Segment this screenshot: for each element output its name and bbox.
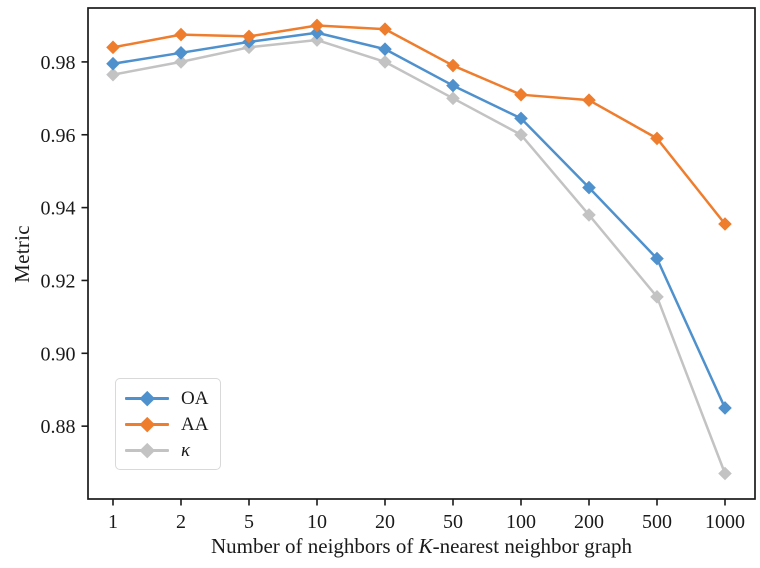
series-marker-AA	[242, 29, 256, 44]
series-marker-AA	[378, 22, 392, 36]
x-tick-label: 2	[176, 511, 186, 533]
x-axis-label: Number of neighbors of K-nearest neighbo…	[88, 534, 755, 559]
series-marker-OA	[378, 42, 392, 56]
series-line-AA	[111, 24, 727, 226]
x-tick-label: 100	[506, 511, 536, 533]
x-tick-label: 200	[574, 511, 604, 533]
legend-item-kappa: κ	[125, 438, 220, 462]
y-tick-label: 0.92	[41, 270, 76, 292]
y-tick-label: 0.88	[41, 416, 76, 438]
y-tick-label: 0.96	[41, 125, 76, 147]
x-axis-label-suffix: -nearest neighbor graph	[432, 534, 633, 558]
x-axis-label-k-italic: K	[418, 534, 433, 558]
series-marker-AA	[106, 40, 120, 55]
series-marker-OA	[174, 46, 188, 60]
series-marker-AA	[174, 27, 188, 42]
diamond-marker-icon	[139, 390, 155, 406]
diamond-marker-icon	[139, 416, 155, 432]
legend-item-oa: OA	[125, 386, 220, 410]
series-line-κ	[111, 38, 727, 475]
series-line-OA	[111, 31, 727, 410]
x-tick-label: 5	[244, 511, 254, 533]
legend: OA AA κ	[115, 378, 221, 470]
series-marker-κ	[310, 33, 324, 47]
y-tick-label: 0.90	[41, 343, 76, 365]
series-marker-OA	[310, 25, 324, 40]
legend-sample-oa	[125, 390, 169, 406]
legend-label-oa: OA	[181, 387, 209, 409]
legend-sample-kappa	[125, 442, 169, 458]
x-tick-label: 500	[642, 511, 672, 533]
series-marker-κ	[718, 466, 732, 481]
series-marker-OA	[650, 251, 664, 266]
x-axis-label-prefix: Number of neighbors of	[210, 534, 419, 558]
plot-border	[87, 7, 756, 500]
series-marker-OA	[582, 180, 596, 195]
x-tick-label: 1000	[705, 511, 745, 533]
x-tick-label: 10	[307, 511, 327, 533]
series-marker-AA	[310, 18, 324, 33]
legend-sample-aa	[125, 416, 169, 432]
series-marker-OA	[106, 56, 120, 71]
series-marker-AA	[582, 93, 596, 107]
legend-label-kappa: κ	[181, 439, 191, 461]
series-marker-κ	[106, 67, 120, 82]
y-tick-label: 0.94	[41, 198, 76, 220]
diamond-marker-icon	[139, 442, 155, 458]
legend-label-aa: AA	[181, 413, 209, 435]
series-marker-AA	[514, 87, 528, 102]
series-marker-κ	[582, 208, 596, 222]
series-marker-κ	[514, 127, 528, 142]
y-axis-label: Metric	[10, 225, 34, 283]
series-marker-AA	[446, 58, 460, 73]
series-marker-κ	[446, 91, 460, 106]
series-marker-AA	[718, 217, 732, 231]
series-marker-OA	[514, 111, 528, 126]
series-marker-κ	[650, 290, 664, 304]
x-tick-label: 1	[108, 511, 118, 533]
x-tick-label: 50	[443, 511, 463, 533]
x-tick-label: 20	[375, 511, 395, 533]
series-marker-κ	[378, 55, 392, 69]
series-marker-κ	[174, 55, 188, 69]
series-marker-OA	[718, 401, 732, 415]
legend-item-aa: AA	[125, 412, 220, 436]
y-tick-label: 0.98	[41, 52, 76, 74]
series-marker-OA	[446, 78, 460, 93]
series-marker-AA	[650, 131, 664, 146]
